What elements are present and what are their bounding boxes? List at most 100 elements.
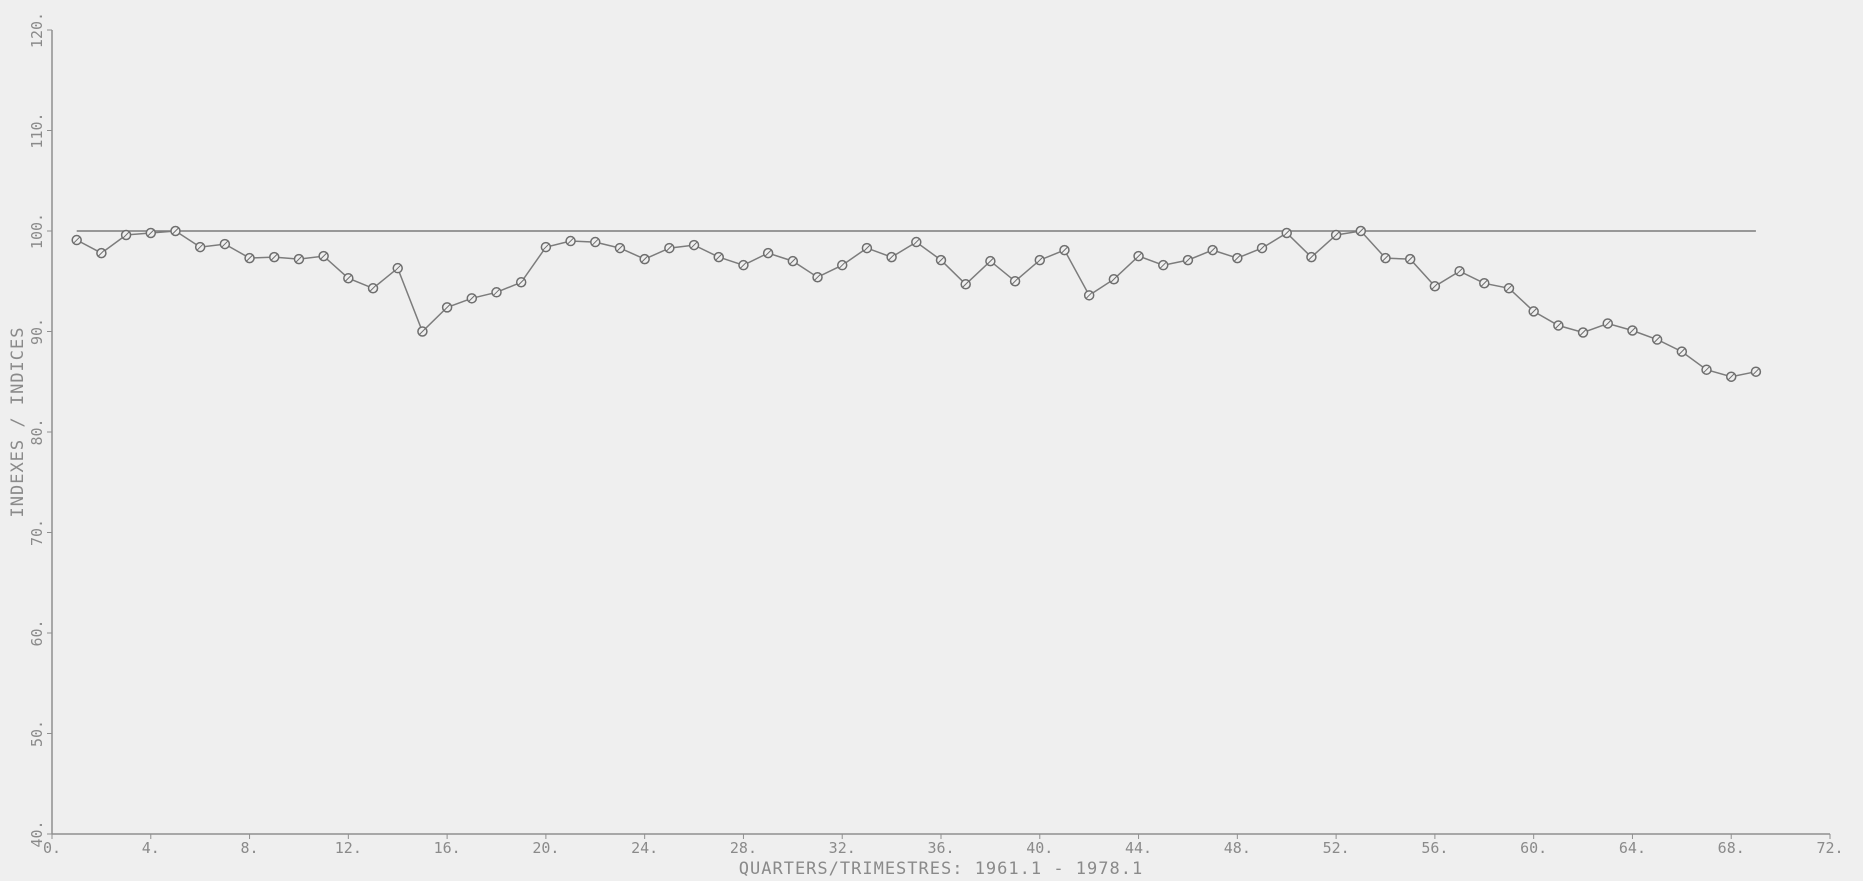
y-tick-label: 40. bbox=[28, 820, 46, 847]
x-tick-label: 28. bbox=[730, 839, 757, 857]
data-point-slash bbox=[517, 278, 525, 286]
data-point-slash bbox=[1604, 320, 1612, 327]
x-tick-label: 56. bbox=[1421, 839, 1448, 857]
data-point-slash bbox=[344, 274, 352, 282]
data-point-slash bbox=[221, 240, 229, 248]
x-tick-label: 40. bbox=[1026, 839, 1053, 857]
x-tick-label: 12. bbox=[335, 839, 362, 857]
data-point-slash bbox=[690, 241, 698, 249]
y-axis-title: INDEXES / INDICES bbox=[8, 327, 28, 518]
data-point-slash bbox=[1357, 227, 1365, 235]
data-point-slash bbox=[320, 252, 327, 260]
data-point-slash bbox=[196, 243, 204, 251]
y-tick-label: 70. bbox=[28, 519, 46, 546]
data-point-slash bbox=[369, 284, 377, 292]
data-point-slash bbox=[1085, 291, 1093, 299]
data-point-slash bbox=[147, 229, 155, 237]
data-point-slash bbox=[419, 328, 426, 335]
y-tick-label: 90. bbox=[28, 318, 46, 345]
data-point-slash bbox=[1456, 267, 1463, 275]
data-point-slash bbox=[73, 236, 81, 244]
data-point-slash bbox=[98, 249, 105, 257]
data-point-slash bbox=[764, 249, 772, 257]
data-point-slash bbox=[1110, 275, 1118, 283]
x-tick-label: 32. bbox=[829, 839, 856, 857]
data-point-slash bbox=[1209, 246, 1216, 254]
x-tick-label: 4. bbox=[142, 839, 160, 857]
x-tick-label: 64. bbox=[1619, 839, 1646, 857]
x-tick-label: 16. bbox=[434, 839, 461, 857]
data-point-slash bbox=[542, 243, 550, 251]
data-point-slash bbox=[1061, 246, 1068, 254]
data-point-slash bbox=[246, 254, 253, 262]
data-point-slash bbox=[937, 256, 945, 264]
x-tick-label: 20. bbox=[532, 839, 559, 857]
data-point-slash bbox=[394, 264, 402, 272]
data-point-slash bbox=[295, 255, 303, 263]
data-point-slash bbox=[888, 253, 895, 261]
x-tick-label: 36. bbox=[927, 839, 954, 857]
data-point-slash bbox=[468, 294, 476, 302]
x-tick-label: 24. bbox=[631, 839, 658, 857]
data-point-slash bbox=[715, 253, 723, 261]
series-line bbox=[76, 230, 1757, 378]
data-point-slash bbox=[1505, 284, 1513, 292]
data-point-slash bbox=[1159, 261, 1167, 269]
data-point-slash bbox=[838, 261, 846, 269]
data-point-slash bbox=[1011, 277, 1019, 285]
data-point-slash bbox=[1752, 368, 1760, 376]
data-point-slash bbox=[1135, 252, 1142, 260]
tick-labels: 0. 4. 8. 12. 16. 20. 24. 28. 32. 36. 40. 44. 48. 52. 5… bbox=[28, 12, 1844, 857]
y-tick-label: 60. bbox=[28, 619, 46, 646]
data-point-slash bbox=[987, 257, 994, 265]
data-point-slash bbox=[270, 253, 278, 261]
data-point-slash bbox=[172, 227, 179, 235]
data-point-slash bbox=[1727, 373, 1735, 381]
data-point-slash bbox=[1036, 256, 1044, 264]
markers-group bbox=[71, 225, 1762, 382]
data-point-slash bbox=[443, 304, 451, 311]
x-tick-label: 60. bbox=[1520, 839, 1547, 857]
data-point-slash bbox=[1332, 231, 1340, 239]
data-point-slash bbox=[641, 255, 649, 263]
x-tick-label: 48. bbox=[1224, 839, 1251, 857]
data-point-slash bbox=[1678, 348, 1686, 355]
data-point-slash bbox=[493, 288, 500, 296]
data-point-slash bbox=[1283, 229, 1291, 237]
data-point-slash bbox=[1431, 282, 1439, 290]
data-point-slash bbox=[1308, 253, 1315, 261]
data-point-slash bbox=[1480, 279, 1488, 287]
data-point-slash bbox=[1406, 255, 1414, 263]
data-point-slash bbox=[591, 238, 599, 246]
data-point-slash bbox=[616, 244, 624, 252]
data-point-slash bbox=[912, 238, 920, 246]
data-point-slash bbox=[1530, 308, 1538, 315]
data-point-slash bbox=[1629, 327, 1636, 334]
data-point-slash bbox=[1653, 336, 1661, 343]
x-tick-label: 0. bbox=[43, 839, 61, 857]
y-tick-label: 110. bbox=[28, 112, 46, 148]
series-group bbox=[76, 230, 1757, 378]
y-tick-label: 120. bbox=[28, 12, 46, 48]
data-point-slash bbox=[1258, 244, 1266, 252]
data-point-slash bbox=[122, 231, 130, 239]
data-point-slash bbox=[1579, 329, 1587, 336]
data-point-slash bbox=[863, 244, 871, 252]
x-tick-label: 68. bbox=[1718, 839, 1745, 857]
x-tick-label: 8. bbox=[241, 839, 259, 857]
data-point-slash bbox=[567, 237, 574, 245]
data-point-slash bbox=[814, 273, 821, 281]
data-point-slash bbox=[789, 257, 797, 265]
y-tick-label: 50. bbox=[28, 720, 46, 747]
y-tick-label: 80. bbox=[28, 418, 46, 445]
data-point-slash bbox=[1382, 254, 1389, 262]
data-point-slash bbox=[1184, 256, 1192, 264]
data-point-slash bbox=[1555, 322, 1562, 329]
x-tick-label: 52. bbox=[1323, 839, 1350, 857]
data-point-slash bbox=[666, 244, 673, 252]
axes bbox=[47, 29, 1831, 839]
x-axis-title: QUARTERS/TRIMESTRES: 1961.1 - 1978.1 bbox=[739, 859, 1143, 879]
data-point-slash bbox=[1703, 366, 1710, 374]
